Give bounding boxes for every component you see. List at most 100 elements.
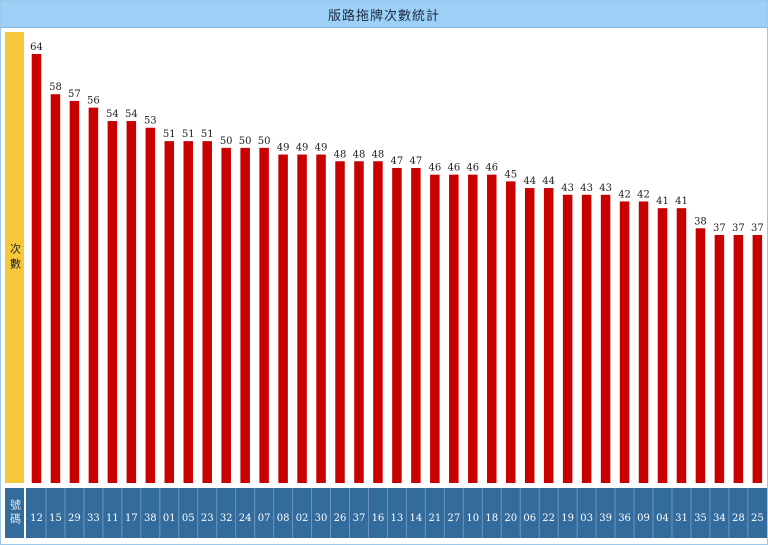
category-label-02: 02	[296, 513, 309, 524]
bar-27	[449, 174, 459, 483]
category-label-26: 26	[334, 513, 347, 524]
bar-21	[430, 174, 440, 483]
category-label-24: 24	[239, 513, 252, 524]
category-label-34: 34	[713, 513, 726, 524]
category-label-39: 39	[599, 513, 612, 524]
bar-38	[145, 127, 156, 483]
bar-06	[524, 188, 535, 483]
bar-31	[676, 208, 687, 483]
category-label-14: 14	[410, 513, 423, 524]
category-label-27: 27	[447, 513, 460, 524]
bar-28	[733, 234, 744, 483]
data-label-06: 44	[523, 176, 536, 187]
category-label-35: 35	[694, 513, 707, 524]
category-label-10: 10	[466, 513, 479, 524]
bar-24	[240, 147, 250, 483]
bar-34	[714, 234, 725, 483]
data-label-03: 43	[580, 183, 593, 194]
data-label-25: 37	[751, 223, 764, 234]
data-label-15: 58	[49, 82, 62, 93]
bar-29	[69, 100, 80, 483]
bar-07	[259, 147, 269, 483]
y-axis-bar: 次數	[5, 32, 24, 483]
bar-11	[107, 121, 118, 483]
data-label-12: 64	[30, 42, 43, 53]
category-label-18: 18	[485, 513, 498, 524]
bar-35	[695, 228, 706, 483]
data-label-19: 43	[561, 183, 574, 194]
data-label-27: 46	[447, 163, 460, 174]
data-label-37: 48	[353, 149, 366, 160]
data-label-29: 57	[68, 89, 81, 100]
data-label-23: 51	[201, 129, 214, 140]
x-axis-label: 號碼	[8, 499, 22, 527]
x-axis-label-box: 號碼	[5, 488, 24, 538]
bar-02	[297, 154, 307, 483]
category-label-31: 31	[675, 513, 688, 524]
bar-30	[316, 154, 326, 483]
category-label-33: 33	[87, 513, 100, 524]
data-label-04: 41	[656, 196, 669, 207]
category-label-38: 38	[144, 513, 157, 524]
category-label-29: 29	[68, 513, 81, 524]
data-label-28: 37	[732, 223, 745, 234]
bar-20	[505, 181, 516, 483]
category-label-01: 01	[163, 513, 176, 524]
bar-04	[657, 208, 668, 483]
data-label-35: 38	[694, 216, 707, 227]
data-label-14: 47	[410, 156, 423, 167]
bar-10	[468, 174, 478, 483]
bar-36	[619, 201, 630, 483]
data-label-32: 50	[220, 136, 233, 147]
data-label-26: 48	[334, 149, 347, 160]
data-label-09: 42	[637, 189, 650, 200]
category-label-21: 21	[428, 513, 441, 524]
category-label-12: 12	[30, 513, 43, 524]
bar-15	[50, 94, 61, 483]
category-label-06: 06	[523, 513, 536, 524]
category-label-15: 15	[49, 513, 62, 524]
bar-25	[752, 234, 763, 483]
category-label-08: 08	[277, 513, 290, 524]
data-label-11: 54	[106, 109, 119, 120]
bar-14	[411, 167, 421, 483]
data-label-07: 50	[258, 136, 271, 147]
data-label-08: 49	[277, 143, 290, 154]
category-label-36: 36	[618, 513, 631, 524]
data-label-10: 46	[466, 163, 479, 174]
bar-19	[562, 194, 573, 483]
y-axis-label: 次數	[8, 242, 22, 273]
category-label-20: 20	[504, 513, 517, 524]
category-label-07: 07	[258, 513, 271, 524]
category-label-16: 16	[372, 513, 385, 524]
category-label-28: 28	[732, 513, 745, 524]
category-label-11: 11	[106, 513, 119, 524]
category-label-25: 25	[751, 513, 764, 524]
data-label-01: 51	[163, 129, 176, 140]
title-bar: 版路拖牌次數統計	[1, 1, 767, 28]
data-label-38: 53	[144, 116, 157, 127]
category-label-32: 32	[220, 513, 233, 524]
bar-17	[126, 121, 137, 483]
category-label-37: 37	[353, 513, 366, 524]
data-label-13: 47	[391, 156, 404, 167]
data-label-36: 42	[618, 189, 631, 200]
data-label-22: 44	[542, 176, 555, 187]
data-label-24: 50	[239, 136, 252, 147]
bar-05	[183, 141, 193, 483]
data-label-31: 41	[675, 196, 688, 207]
data-label-05: 51	[182, 129, 195, 140]
category-label-13: 13	[391, 513, 404, 524]
bar-18	[487, 174, 497, 483]
category-label-17: 17	[125, 513, 138, 524]
bar-16	[373, 161, 383, 483]
data-label-20: 45	[504, 169, 517, 180]
bar-12	[31, 54, 42, 483]
bar-03	[581, 194, 592, 483]
bar-08	[278, 154, 288, 483]
data-label-02: 49	[296, 143, 309, 154]
chart-title: 版路拖牌次數統計	[327, 8, 440, 24]
data-label-16: 48	[372, 149, 385, 160]
